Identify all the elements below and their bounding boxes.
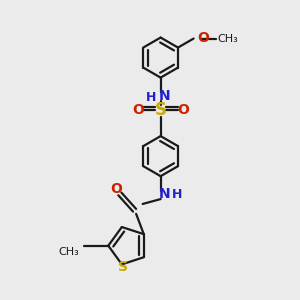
Text: N: N [159,88,170,103]
Text: O: O [110,182,122,196]
Text: CH₃: CH₃ [217,34,238,44]
Text: H: H [146,91,156,104]
Text: S: S [154,101,166,119]
Text: O: O [132,103,144,117]
Text: H: H [172,188,182,201]
Text: O: O [197,31,209,45]
Text: O: O [178,103,190,117]
Text: S: S [118,260,128,274]
Text: N: N [159,187,170,201]
Text: CH₃: CH₃ [58,247,79,257]
